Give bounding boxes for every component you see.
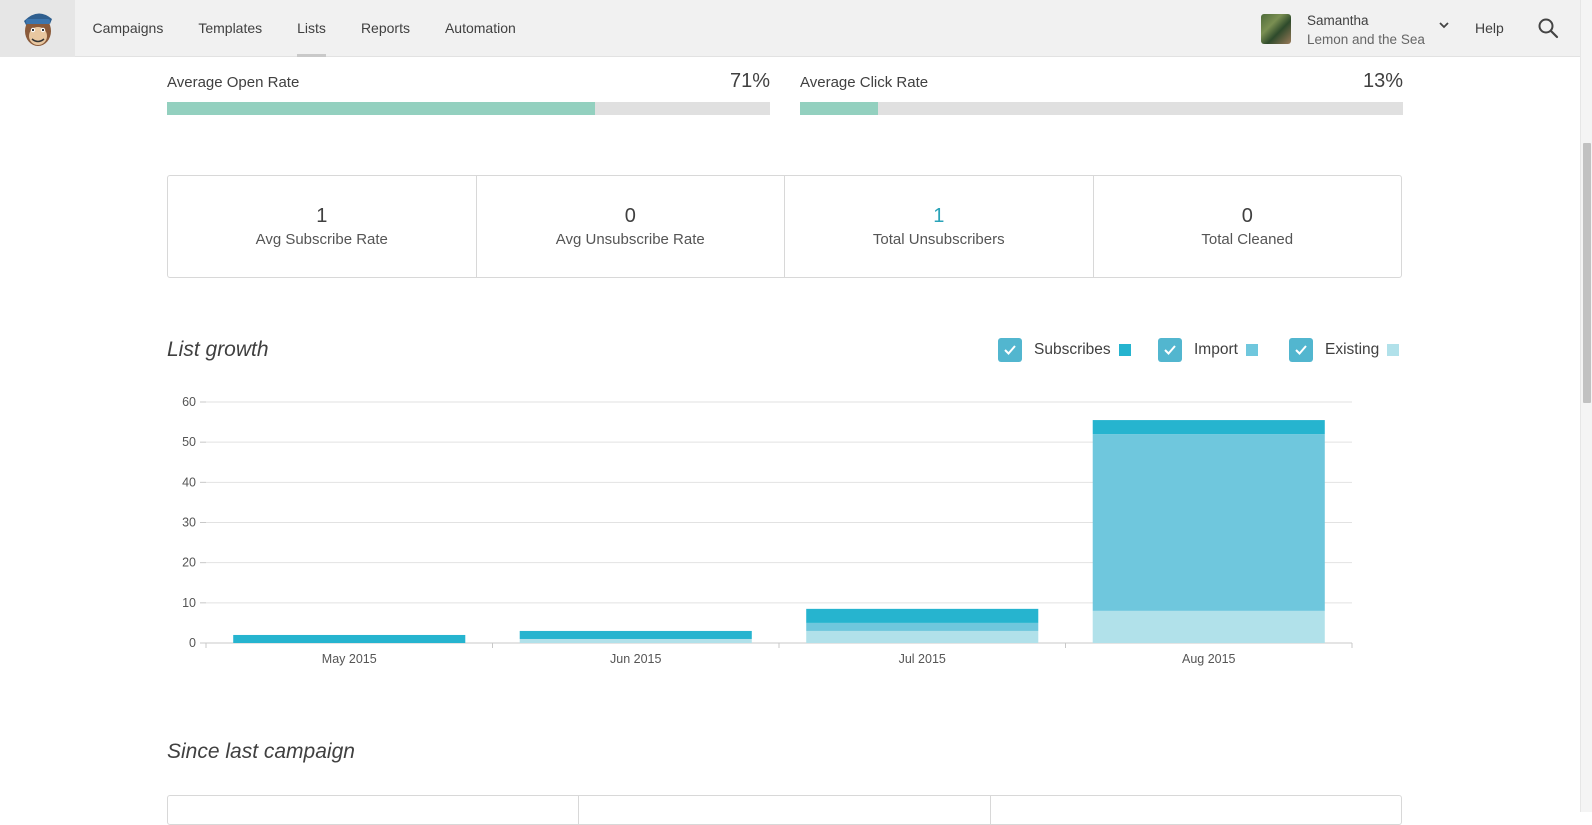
legend-subscribes[interactable]: Subscribes bbox=[998, 337, 1131, 363]
bar-subscribes-jul-2015 bbox=[806, 608, 1039, 623]
since-last-campaign-title: Since last campaign bbox=[167, 740, 355, 763]
legend-import[interactable]: Import bbox=[1158, 337, 1258, 363]
legend-swatch bbox=[1245, 344, 1258, 356]
nav-templates[interactable]: Templates bbox=[198, 20, 263, 36]
nav-campaigns[interactable]: Campaigns bbox=[92, 20, 164, 36]
since-last-cell bbox=[168, 796, 580, 824]
account-menu[interactable]: Samantha Lemon and the Sea bbox=[1261, 13, 1461, 47]
scrollbar-thumb[interactable] bbox=[1583, 143, 1591, 403]
user-org: Lemon and the Sea bbox=[1307, 32, 1425, 47]
stats-summary: 1 Avg Subscribe Rate 0 Avg Unsubscribe R… bbox=[167, 175, 1402, 278]
existing-checkbox[interactable] bbox=[1289, 338, 1313, 362]
nav-automation[interactable]: Automation bbox=[444, 20, 516, 36]
stat-total-unsubscribers[interactable]: 1 Total Unsubscribers bbox=[785, 176, 1094, 277]
legend-swatch bbox=[1118, 344, 1131, 356]
x-tick-label: May 2015 bbox=[322, 652, 377, 666]
y-tick-label: 60 bbox=[182, 395, 196, 409]
vertical-scrollbar[interactable] bbox=[1580, 0, 1592, 812]
since-last-cell bbox=[579, 796, 991, 824]
list-growth-chart: 0 10 20 30 40 50 60 May 2015 Jun 2015 Jul 2015 Aug… bbox=[182, 395, 1353, 666]
top-navigation-bar: Campaigns Templates Lists Reports Automa… bbox=[0, 0, 1580, 57]
stat-label: Avg Unsubscribe Rate bbox=[555, 231, 705, 248]
stat-avg-unsubscribe-rate: 0 Avg Unsubscribe Rate bbox=[477, 176, 785, 277]
stat-value: 1 bbox=[316, 205, 328, 227]
legend-label: Existing bbox=[1325, 341, 1380, 358]
bar-subscribes-aug-2015 bbox=[1092, 420, 1325, 435]
main-nav: Campaigns Templates Lists Reports Automa… bbox=[75, 0, 533, 57]
bar-existing-jul-2015 bbox=[806, 630, 1039, 643]
help-link[interactable]: Help bbox=[1475, 20, 1504, 36]
stat-value: 0 bbox=[624, 205, 636, 227]
check-icon bbox=[1164, 345, 1176, 355]
subscribes-checkbox[interactable] bbox=[998, 338, 1022, 362]
list-growth-title: List growth bbox=[167, 338, 269, 361]
y-tick-label: 40 bbox=[182, 475, 196, 489]
stat-avg-subscribe-rate: 1 Avg Subscribe Rate bbox=[168, 176, 477, 277]
click-rate-bar-fill bbox=[800, 102, 879, 115]
stat-value-link[interactable]: 1 bbox=[933, 205, 945, 227]
open-rate-bar bbox=[167, 102, 770, 115]
stat-value: 0 bbox=[1241, 205, 1253, 227]
x-tick-label: Jun 2015 bbox=[610, 652, 661, 666]
bar-subscribes-jun-2015 bbox=[519, 630, 752, 639]
y-tick-label: 30 bbox=[182, 516, 196, 530]
check-icon bbox=[1004, 345, 1016, 355]
x-tick-label: Jul 2015 bbox=[899, 652, 946, 666]
y-tick-label: 10 bbox=[182, 596, 196, 610]
y-tick-label: 20 bbox=[182, 556, 196, 570]
open-rate-label: Average Open Rate bbox=[167, 74, 300, 91]
legend-swatch bbox=[1387, 344, 1400, 356]
search-icon[interactable] bbox=[1537, 17, 1559, 39]
bar-existing-aug-2015 bbox=[1092, 610, 1325, 643]
click-rate-label: Average Click Rate bbox=[800, 74, 929, 91]
check-icon bbox=[1295, 345, 1307, 355]
stat-label: Total Cleaned bbox=[1201, 231, 1294, 248]
stat-total-cleaned: 0 Total Cleaned bbox=[1094, 176, 1402, 277]
click-rate-value: 13% bbox=[1362, 70, 1403, 92]
mailchimp-logo-icon[interactable] bbox=[0, 0, 75, 57]
y-tick-label: 0 bbox=[189, 636, 196, 650]
bar-import-jul-2015 bbox=[806, 622, 1039, 631]
x-tick-label: Aug 2015 bbox=[1182, 652, 1236, 666]
open-rate-bar-fill bbox=[167, 102, 596, 115]
legend-label: Subscribes bbox=[1034, 341, 1111, 358]
avatar bbox=[1261, 14, 1291, 44]
stat-label: Avg Subscribe Rate bbox=[255, 231, 388, 248]
since-last-cell bbox=[991, 796, 1401, 824]
bar-existing-jun-2015 bbox=[519, 638, 752, 643]
open-rate-value: 71% bbox=[729, 70, 770, 92]
click-rate-bar bbox=[800, 102, 1403, 115]
legend-label: Import bbox=[1194, 341, 1238, 358]
legend-existing[interactable]: Existing bbox=[1289, 337, 1400, 363]
y-tick-label: 50 bbox=[182, 435, 196, 449]
stat-label: Total Unsubscribers bbox=[872, 231, 1005, 248]
bar-import-aug-2015 bbox=[1092, 434, 1325, 611]
nav-reports[interactable]: Reports bbox=[360, 20, 410, 36]
chevron-down-icon[interactable] bbox=[1439, 21, 1449, 29]
import-checkbox[interactable] bbox=[1158, 338, 1182, 362]
nav-lists[interactable]: Lists bbox=[280, 0, 344, 57]
since-last-campaign-stats bbox=[167, 795, 1402, 825]
user-name: Samantha bbox=[1307, 13, 1369, 28]
bar-subscribes-may-2015 bbox=[233, 634, 466, 643]
